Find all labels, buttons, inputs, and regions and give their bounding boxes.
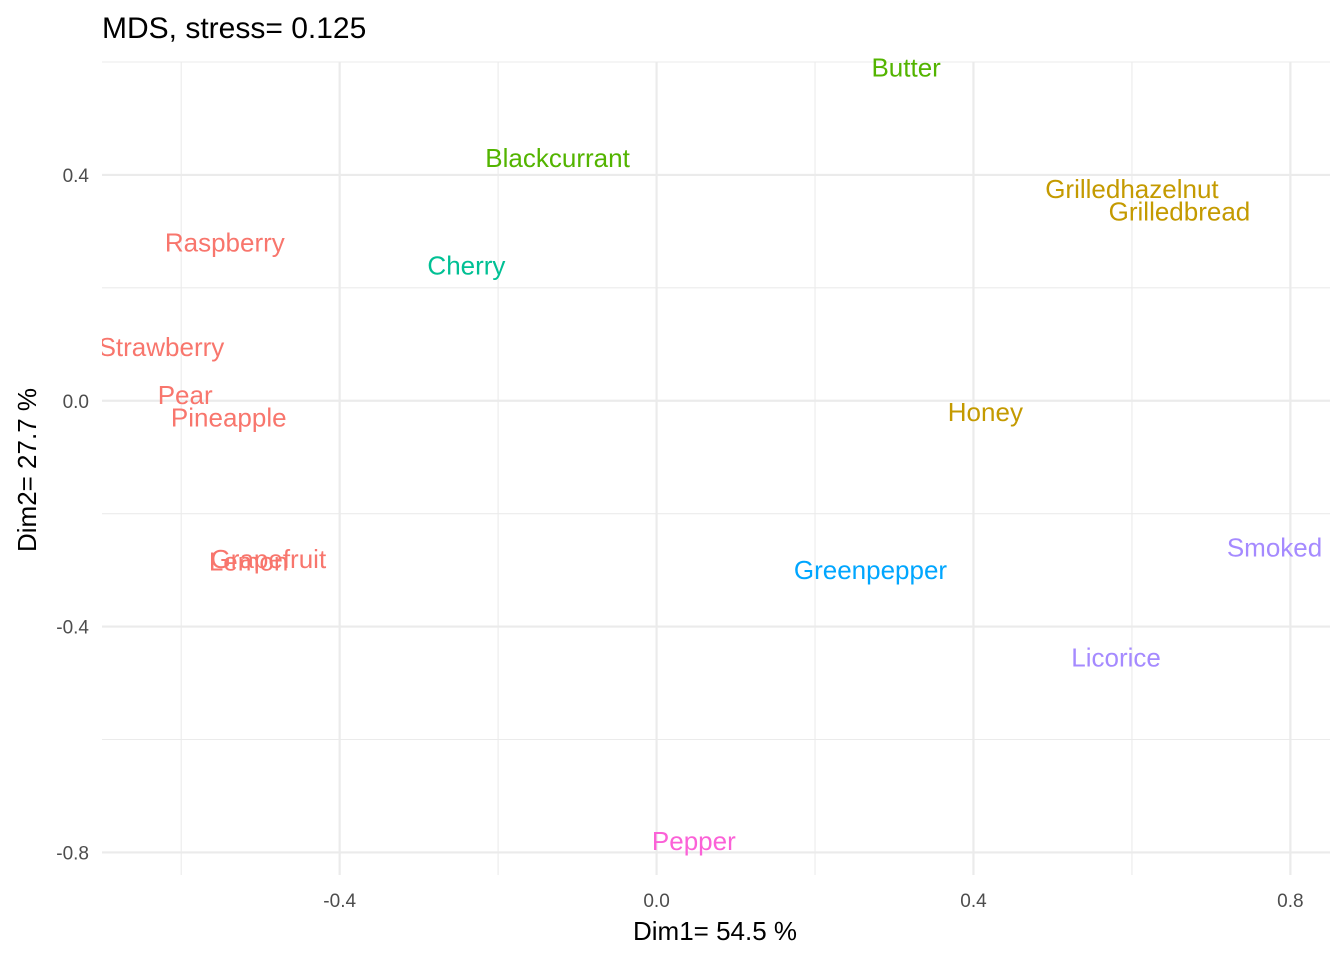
point-label-raspberry: Raspberry	[165, 228, 285, 258]
chart-title: MDS, stress= 0.125	[102, 12, 366, 45]
point-label-pineapple: Pineapple	[171, 403, 287, 433]
y-axis-title: Dim2= 27.7 %	[12, 388, 42, 552]
point-label-pepper: Pepper	[652, 826, 736, 856]
y-tick-label: 0.4	[63, 166, 90, 187]
grid	[102, 61, 1330, 875]
point-label-grapefruit: Grapefruit	[211, 544, 327, 574]
x-tick-label: 0.8	[1277, 891, 1303, 912]
point-label-strawberry: Strawberry	[99, 332, 225, 362]
point-label-greenpepper: Greenpepper	[794, 555, 948, 585]
y-tick-label: 0.0	[63, 392, 89, 413]
x-tick-label: -0.4	[323, 891, 356, 912]
point-label-blackcurrant: Blackcurrant	[485, 143, 630, 173]
x-tick-label: 0.4	[960, 891, 987, 912]
point-label-butter: Butter	[871, 53, 941, 83]
point-label-cherry: Cherry	[427, 250, 505, 280]
point-label-grilledbread: Grilledbread	[1109, 197, 1251, 227]
point-labels: Butter Blackcurrant GrilledhazelnutGrilled…	[99, 53, 1322, 856]
x-axis-title: Dim1= 54.5 %	[633, 916, 797, 946]
y-axis-ticks: -0.8 -0.4 0.0 0.4	[56, 166, 89, 865]
x-axis-ticks: -0.4 0.0 0.4 0.8	[323, 891, 1303, 912]
y-tick-label: -0.8	[56, 843, 89, 864]
x-tick-label: 0.0	[643, 891, 669, 912]
point-label-pear: Pear	[158, 380, 213, 410]
y-tick-label: -0.4	[56, 618, 89, 639]
point-label-lemon: Lemon	[209, 547, 289, 577]
point-label-honey: Honey	[948, 397, 1023, 427]
point-label-grilledhazelnut: Grilledhazelnut	[1045, 174, 1219, 204]
point-label-smoked: Smoked	[1227, 533, 1322, 563]
point-label-licorice: Licorice	[1071, 643, 1161, 673]
